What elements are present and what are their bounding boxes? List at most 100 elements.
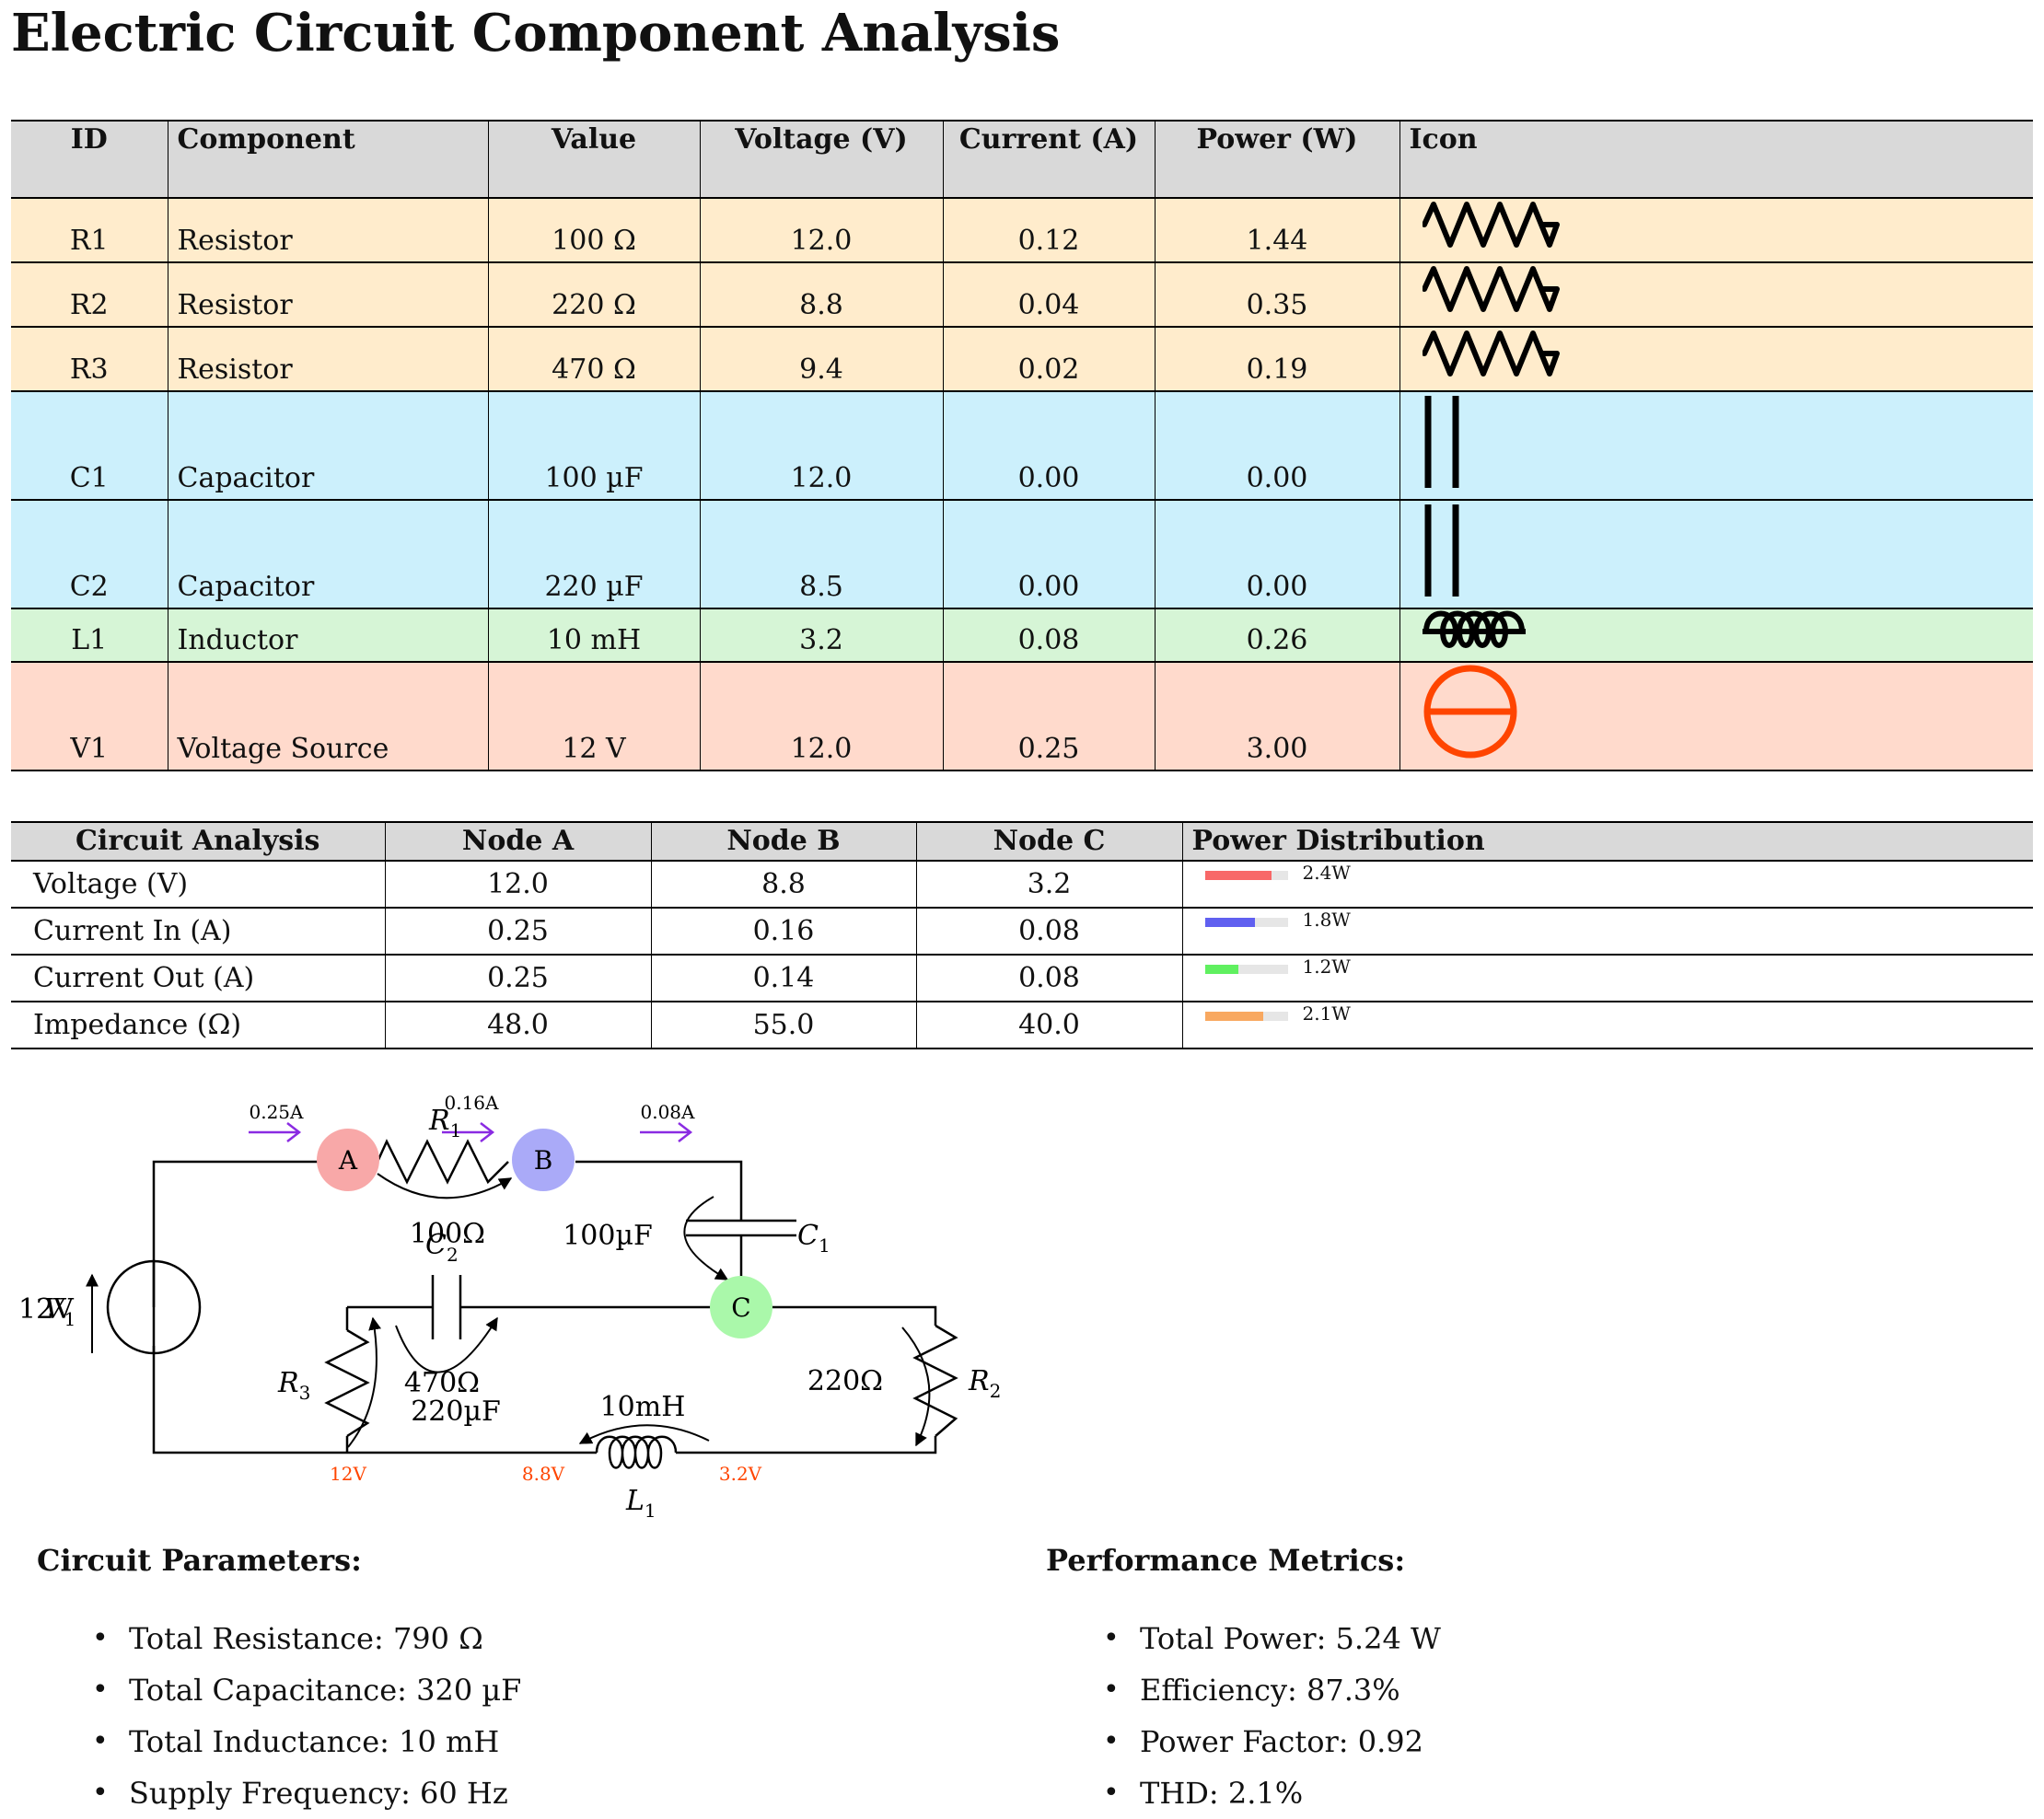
node-a-label: A — [338, 1145, 358, 1176]
capacitor-icon — [1424, 396, 1458, 488]
cell-component: Capacitor — [167, 391, 488, 500]
wire-middle — [345, 1305, 937, 1330]
component-row: C2 Capacitor 220 µF 8.5 0.00 0.00 — [11, 500, 2033, 608]
cell-icon — [1399, 262, 2033, 327]
cell-id: C1 — [69, 462, 109, 494]
component-row: C1 Capacitor 100 µF 12.0 0.00 0.00 — [11, 391, 2033, 500]
cell-analysis-label: Current Out (A) — [33, 962, 255, 994]
component-row: L1 Inductor 10 mH 3.2 0.08 0.26 — [11, 608, 2033, 662]
cell-component: Inductor — [167, 608, 488, 662]
cell-value: 100 Ω — [487, 198, 700, 262]
wire-top-right — [575, 1160, 743, 1206]
cell-voltage: 8.8 — [699, 262, 943, 327]
node-b — [512, 1129, 575, 1191]
r3-arrow — [347, 1316, 382, 1448]
list-item: THD: 2.1% — [1103, 1767, 1441, 1819]
cell-icon — [1399, 327, 2033, 391]
voltage-source-icon — [1423, 665, 1516, 759]
capacitor-icon — [1424, 504, 1458, 597]
c2-value: 220µF — [411, 1396, 501, 1428]
cell-current: 0.00 — [942, 500, 1155, 608]
components-header-row: ID Component Value Voltage (V) Current (… — [11, 121, 2033, 198]
r1-value: 100Ω — [410, 1218, 485, 1250]
r3-value: 470Ω — [404, 1367, 480, 1399]
cell-current: 0.12 — [942, 198, 1155, 262]
cell-node-b: 0.16 — [650, 908, 916, 955]
list-item: Total Inductance: 10 mH — [92, 1716, 521, 1767]
header-node-a: Node A — [384, 822, 651, 861]
circuit-diagram: A B C 0.25A 0.16A 0.08A R1 100Ω 100µF C1… — [18, 1092, 1001, 1522]
cell-node-c: 40.0 — [915, 1002, 1182, 1049]
cell-icon — [1399, 500, 2033, 608]
circuit-analysis-table: Circuit Analysis Node A Node B Node C Po… — [11, 821, 2033, 1049]
header-node-b: Node B — [650, 822, 916, 861]
current-arrow-1 — [249, 1122, 302, 1142]
cell-power: 1.44 — [1154, 198, 1399, 262]
voltage-label-3v2: 3.2V — [719, 1463, 762, 1485]
inductor-l1 — [595, 1435, 678, 1469]
cell-id: L1 — [71, 624, 108, 656]
circuit-parameters-title: Circuit Parameters: — [37, 1543, 362, 1578]
page-title: Electric Circuit Component Analysis — [11, 3, 1061, 64]
r2-arrow — [901, 1327, 931, 1447]
cell-component: Resistor — [167, 262, 488, 327]
capacitor-c1 — [686, 1206, 796, 1250]
r1-label: R1 — [428, 1105, 461, 1141]
c2-label: C2 — [425, 1229, 459, 1266]
cell-value: 12 V — [487, 662, 700, 770]
cell-id: C2 — [69, 571, 109, 603]
power-value: 1.2W — [1302, 956, 1351, 978]
cell-id: R2 — [69, 289, 109, 321]
cell-component: Resistor — [167, 327, 488, 391]
analysis-row: Current In (A) 0.25 0.16 0.08 1.8W — [11, 908, 2033, 955]
power-bar — [1204, 1012, 1288, 1021]
cell-node-a: 48.0 — [384, 1002, 651, 1049]
power-bar-fill — [1204, 918, 1255, 927]
performance-metrics-title: Performance Metrics: — [1046, 1543, 1406, 1578]
inductor-icon — [1422, 610, 1526, 648]
cell-power: 0.26 — [1154, 608, 1399, 662]
cell-current: 0.25 — [942, 662, 1155, 770]
power-value: 2.4W — [1302, 862, 1351, 884]
wire-left-bottom — [152, 1346, 597, 1454]
node-b-label: B — [534, 1145, 553, 1176]
cell-analysis-label: Current In (A) — [33, 915, 232, 947]
power-bar-fill — [1204, 965, 1238, 974]
cell-value: 470 Ω — [487, 327, 700, 391]
list-item: Total Capacitance: 320 µF — [92, 1664, 521, 1716]
cell-power-distribution: 2.4W — [1181, 861, 2033, 908]
resistor-icon — [1422, 202, 1560, 248]
voltage-label-12v: 12V — [330, 1463, 366, 1485]
v1-label: V1 — [44, 1293, 75, 1330]
component-row: R3 Resistor 470 Ω 9.4 0.02 0.19 — [11, 327, 2033, 391]
r1-arrow — [377, 1173, 513, 1199]
header-power: Power (W) — [1154, 121, 1399, 198]
cell-current: 0.00 — [942, 391, 1155, 500]
circuit-parameters-list: Total Resistance: 790 ΩTotal Capacitance… — [92, 1613, 521, 1819]
cell-icon — [1399, 608, 2033, 662]
cell-value: 10 mH — [487, 608, 700, 662]
component-row: V1 Voltage Source 12 V 12.0 0.25 3.00 — [11, 662, 2033, 770]
cell-value: 220 Ω — [487, 262, 700, 327]
cell-analysis-label: Impedance (Ω) — [33, 1009, 242, 1041]
r2-label: R2 — [968, 1365, 1001, 1402]
list-item: Total Resistance: 790 Ω — [92, 1613, 521, 1664]
cell-voltage: 8.5 — [699, 500, 943, 608]
voltage-label-8v8: 8.8V — [522, 1463, 565, 1485]
cell-node-a: 0.25 — [384, 908, 651, 955]
current-arrow-2 — [442, 1122, 495, 1142]
v1-value: 12V — [18, 1293, 75, 1326]
cell-value: 100 µF — [487, 391, 700, 500]
wire-bottom-right — [676, 1436, 937, 1454]
cell-node-b: 8.8 — [650, 861, 916, 908]
power-value: 2.1W — [1302, 1002, 1351, 1025]
resistor-r1 — [376, 1139, 509, 1185]
node-c — [710, 1276, 772, 1338]
cell-power: 0.35 — [1154, 262, 1399, 327]
components-table: ID Component Value Voltage (V) Current (… — [11, 120, 2033, 771]
analysis-row: Current Out (A) 0.25 0.14 0.08 1.2W — [11, 955, 2033, 1002]
cell-id: R3 — [69, 353, 109, 386]
c1-label: C1 — [797, 1220, 830, 1257]
cell-voltage: 3.2 — [699, 608, 943, 662]
cell-voltage: 12.0 — [699, 198, 943, 262]
